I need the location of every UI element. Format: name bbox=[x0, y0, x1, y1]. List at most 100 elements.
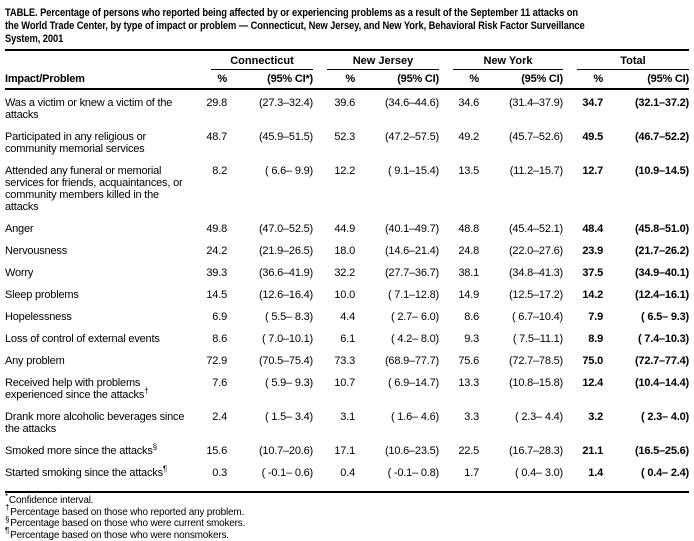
pct-value: 8.6 bbox=[197, 333, 227, 345]
group-header-total: Total bbox=[577, 55, 689, 70]
table-body: Was a victim or knew a victim of the att… bbox=[5, 97, 689, 493]
footnote-marker: * bbox=[5, 492, 8, 501]
table-title-line: the World Trade Center, by type of impac… bbox=[5, 20, 688, 33]
pct-value: 34.6 bbox=[439, 97, 479, 121]
pct-value: 10.0 bbox=[313, 289, 355, 301]
ci-value: (16.5–25.6) bbox=[603, 445, 689, 457]
footnotes: *Confidence interval. †Percentage based … bbox=[5, 495, 689, 541]
pct-value: 0.3 bbox=[197, 467, 227, 479]
ci-value: (45.4–52.1) bbox=[479, 223, 563, 235]
group-header-new-york: New York bbox=[453, 55, 563, 70]
ci-column-header: (95% CI) bbox=[479, 73, 563, 85]
pct-value: 24.2 bbox=[197, 245, 227, 257]
table-row: Attended any funeral or memorial service… bbox=[5, 165, 689, 213]
row-label: Was a victim or knew a victim of the att… bbox=[5, 97, 197, 121]
pct-value: 48.4 bbox=[563, 223, 603, 235]
pct-value: 22.5 bbox=[439, 445, 479, 457]
pct-value: 0.4 bbox=[313, 467, 355, 479]
pct-column-header: % bbox=[197, 73, 227, 85]
ci-value: ( 0.4– 3.0) bbox=[479, 467, 563, 479]
pct-value: 8.6 bbox=[439, 311, 479, 323]
pct-value: 1.4 bbox=[563, 467, 603, 479]
footnote-marker: ¶ bbox=[5, 526, 9, 535]
footnote: *Confidence interval. bbox=[5, 495, 689, 507]
table-row: Was a victim or knew a victim of the att… bbox=[5, 97, 689, 121]
ci-value: (22.0–27.6) bbox=[479, 245, 563, 257]
group-header-connecticut: Connecticut bbox=[211, 55, 313, 70]
row-label: Hopelessness bbox=[5, 311, 197, 323]
ci-value: (45.9–51.5) bbox=[227, 131, 313, 155]
pct-value: 14.5 bbox=[197, 289, 227, 301]
table-title-line: TABLE. Percentage of persons who reporte… bbox=[5, 7, 688, 20]
pct-value: 6.1 bbox=[313, 333, 355, 345]
ci-value: ( 7.5–11.1) bbox=[479, 333, 563, 345]
row-label: Loss of control of external events bbox=[5, 333, 197, 345]
ci-value: (70.5–75.4) bbox=[227, 355, 313, 367]
ci-value: (14.6–21.4) bbox=[355, 245, 439, 257]
pct-value: 12.4 bbox=[563, 377, 603, 401]
ci-column-header: (95% CI*) bbox=[227, 73, 313, 85]
footnote: †Percentage based on those who reported … bbox=[5, 507, 689, 519]
column-group-header-row: Connecticut New Jersey New York Total bbox=[5, 55, 689, 70]
pct-value: 6.9 bbox=[197, 311, 227, 323]
ci-value: (32.1–37.2) bbox=[603, 97, 689, 121]
footnote-text: Percentage based on those who reported a… bbox=[10, 507, 244, 518]
row-label: Participated in any religious or communi… bbox=[5, 131, 197, 155]
footnote-text: Percentage based on those who were nonsm… bbox=[10, 530, 229, 541]
pct-value: 49.2 bbox=[439, 131, 479, 155]
footnote-marker: § bbox=[5, 515, 9, 524]
pct-value: 23.9 bbox=[563, 245, 603, 257]
ci-value: (46.7–52.2) bbox=[603, 131, 689, 155]
ci-value: ( 9.1–15.4) bbox=[355, 165, 439, 213]
pct-value: 48.8 bbox=[439, 223, 479, 235]
ci-value: ( 5.9– 9.3) bbox=[227, 377, 313, 401]
pct-value: 10.7 bbox=[313, 377, 355, 401]
footnote-text: Confidence interval. bbox=[9, 495, 93, 506]
ci-value: (31.4–37.9) bbox=[479, 97, 563, 121]
ci-value: ( 6.9–14.7) bbox=[355, 377, 439, 401]
pct-value: 24.8 bbox=[439, 245, 479, 257]
ci-value: ( 1.6– 4.6) bbox=[355, 411, 439, 435]
ci-value: ( 7.1–12.8) bbox=[355, 289, 439, 301]
pct-value: 1.7 bbox=[439, 467, 479, 479]
row-label: Anger bbox=[5, 223, 197, 235]
pct-value: 17.1 bbox=[313, 445, 355, 457]
pct-value: 75.6 bbox=[439, 355, 479, 367]
ci-value: (40.1–49.7) bbox=[355, 223, 439, 235]
table-row: Received help with problems experienced … bbox=[5, 377, 689, 401]
ci-value: (27.7–36.7) bbox=[355, 267, 439, 279]
ci-value: ( 2.7– 6.0) bbox=[355, 311, 439, 323]
ci-value: ( 2.3– 4.0) bbox=[603, 411, 689, 435]
ci-column-header: (95% CI) bbox=[355, 73, 439, 85]
pct-value: 7.6 bbox=[197, 377, 227, 401]
pct-value: 73.3 bbox=[313, 355, 355, 367]
column-sub-header-row: Impact/Problem % (95% CI*) % (95% CI) % … bbox=[5, 70, 689, 90]
pct-value: 34.7 bbox=[563, 97, 603, 121]
pct-value: 38.1 bbox=[439, 267, 479, 279]
pct-value: 29.8 bbox=[197, 97, 227, 121]
pct-value: 8.9 bbox=[563, 333, 603, 345]
pct-value: 4.4 bbox=[313, 311, 355, 323]
ci-value: (12.6–16.4) bbox=[227, 289, 313, 301]
row-label: Drank more alcoholic beverages since the… bbox=[5, 411, 197, 435]
row-label: Worry bbox=[5, 267, 197, 279]
pct-value: 37.5 bbox=[563, 267, 603, 279]
pct-value: 52.3 bbox=[313, 131, 355, 155]
pct-value: 32.2 bbox=[313, 267, 355, 279]
ci-value: (12.5–17.2) bbox=[479, 289, 563, 301]
ci-value: ( 7.4–10.3) bbox=[603, 333, 689, 345]
ci-value: (10.4–14.4) bbox=[603, 377, 689, 401]
ci-value: (10.6–23.5) bbox=[355, 445, 439, 457]
ci-value: ( 0.4– 2.4) bbox=[603, 467, 689, 479]
ci-value: (34.8–41.3) bbox=[479, 267, 563, 279]
row-label: Received help with problems experienced … bbox=[5, 377, 197, 401]
pct-value: 3.3 bbox=[439, 411, 479, 435]
pct-value: 13.5 bbox=[439, 165, 479, 213]
ci-value: (21.7–26.2) bbox=[603, 245, 689, 257]
footnote-marker: ¶ bbox=[163, 464, 167, 473]
ci-value: ( 1.5– 3.4) bbox=[227, 411, 313, 435]
table-row: Participated in any religious or communi… bbox=[5, 131, 689, 155]
